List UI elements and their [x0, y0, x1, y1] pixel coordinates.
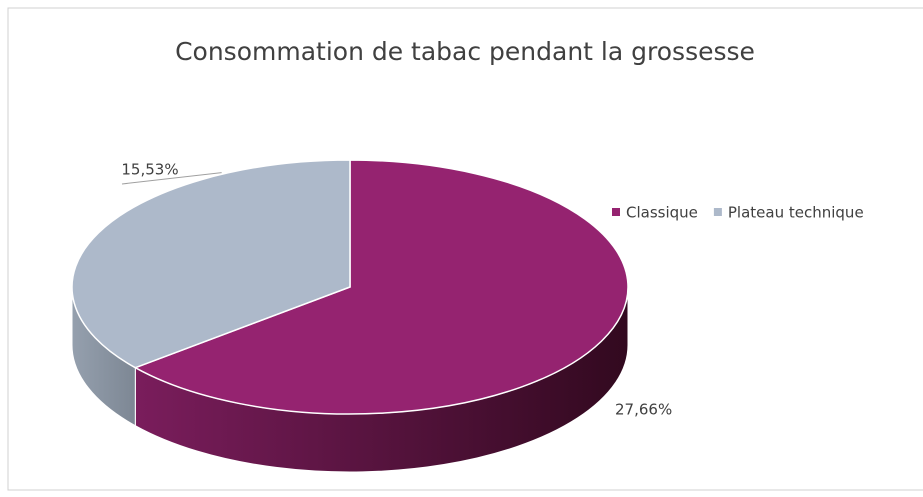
legend-label: Classique: [626, 204, 698, 222]
legend-swatch: [612, 208, 620, 216]
slice: [71, 159, 351, 369]
chart-border: [7, 7, 923, 491]
slice: [133, 159, 629, 415]
chart-title: Consommation de tabac pendant la grosses…: [175, 37, 755, 66]
legend-swatch: [713, 208, 722, 216]
legend-label: Plateau technique: [728, 204, 864, 222]
data-label: 27,66%: [615, 401, 672, 419]
data-label: 15,53%: [121, 161, 178, 179]
leader-line: [121, 172, 222, 185]
